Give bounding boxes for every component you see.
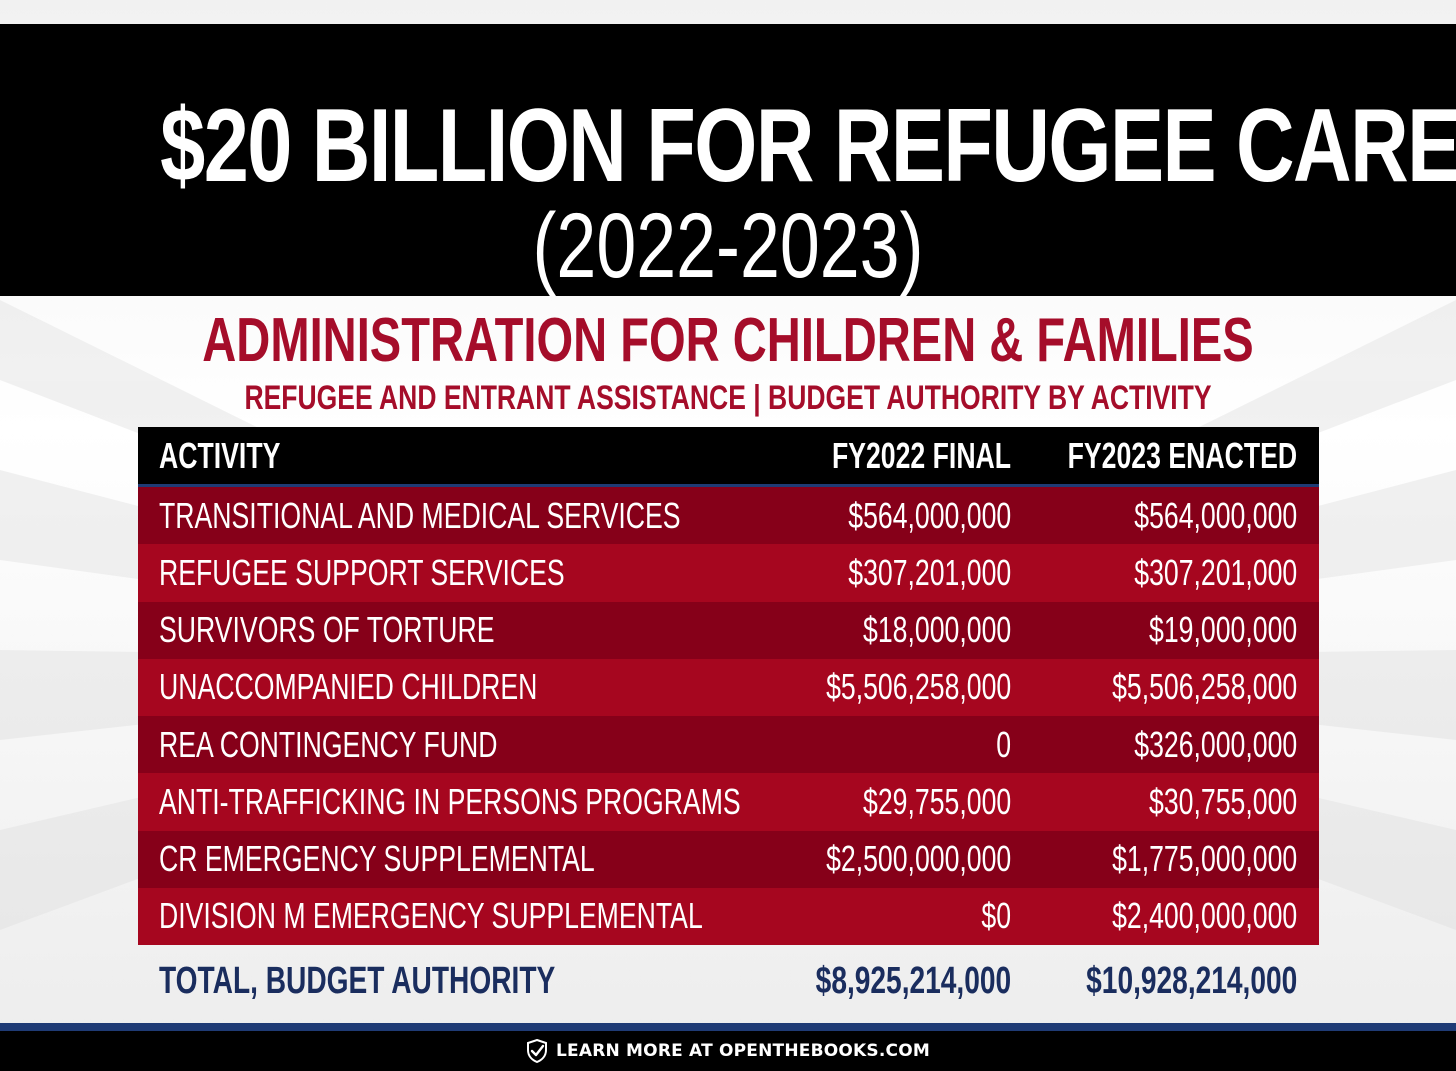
fy2022-cell: $0 (981, 895, 1011, 937)
table-row: REFUGEE SUPPORT SERVICES $307,201,000 $3… (138, 544, 1319, 602)
fy2022-cell: 0 (996, 723, 1011, 765)
fy2023-cell: $564,000,000 (1134, 494, 1297, 536)
total-fy2023: $10,928,214,000 (1085, 959, 1297, 1002)
table-row: UNACCOMPANIED CHILDREN $5,506,258,000 $5… (138, 658, 1319, 716)
activity-cell: UNACCOMPANIED CHILDREN (159, 666, 538, 708)
total-label: TOTAL, BUDGET AUTHORITY (159, 959, 556, 1002)
fy2023-cell: $326,000,000 (1134, 723, 1297, 765)
footer-bar: LEARN MORE AT OPENTHEBOOKS.COM (0, 1031, 1456, 1071)
column-header-fy2022: FY2022 FINAL (831, 434, 1011, 476)
page-title: $20 BILLION FOR REFUGEE CARE (160, 88, 1456, 204)
footer-accent-line (0, 1023, 1456, 1031)
agency-heading: ADMINISTRATION FOR CHILDREN & FAMILIES (202, 306, 1254, 375)
activity-cell: REA CONTINGENCY FUND (159, 723, 498, 765)
fy2023-cell: $19,000,000 (1148, 609, 1297, 651)
fy2022-cell: $564,000,000 (848, 494, 1011, 536)
table-total-row: TOTAL, BUDGET AUTHORITY $8,925,214,000 $… (138, 945, 1319, 1017)
fy2023-cell: $307,201,000 (1134, 551, 1297, 593)
fy2022-cell: $307,201,000 (848, 551, 1011, 593)
fy2022-cell: $2,500,000,000 (825, 838, 1011, 880)
table-row: REA CONTINGENCY FUND 0 $326,000,000 (138, 716, 1319, 774)
shield-check-icon (526, 1038, 548, 1064)
table-row: DIVISION M EMERGENCY SUPPLEMENTAL $0 $2,… (138, 887, 1319, 945)
total-fy2022: $8,925,214,000 (815, 959, 1011, 1002)
activity-cell: REFUGEE SUPPORT SERVICES (159, 551, 565, 593)
footer-link[interactable]: LEARN MORE AT OPENTHEBOOKS.COM (556, 1041, 930, 1061)
fy2023-cell: $2,400,000,000 (1111, 895, 1297, 937)
title-banner: $20 BILLION FOR REFUGEE CARE (2022-2023) (0, 24, 1456, 296)
table-row: ANTI-TRAFFICKING IN PERSONS PROGRAMS $29… (138, 773, 1319, 831)
activity-cell: SURVIVORS OF TORTURE (159, 609, 495, 651)
fy2023-cell: $5,506,258,000 (1111, 666, 1297, 708)
fy2023-cell: $30,755,000 (1148, 780, 1297, 822)
fy2022-cell: $18,000,000 (862, 609, 1011, 651)
fy2023-cell: $1,775,000,000 (1111, 838, 1297, 880)
activity-cell: ANTI-TRAFFICKING IN PERSONS PROGRAMS (159, 780, 741, 822)
activity-cell: CR EMERGENCY SUPPLEMENTAL (159, 838, 595, 880)
fy2022-cell: $5,506,258,000 (825, 666, 1011, 708)
page-title-years: (2022-2023) (532, 195, 924, 297)
agency-subheading: REFUGEE AND ENTRANT ASSISTANCE | BUDGET … (244, 379, 1212, 417)
table-row: TRANSITIONAL AND MEDICAL SERVICES $564,0… (138, 487, 1319, 545)
budget-table: ACTIVITY FY2022 FINAL FY2023 ENACTED TRA… (138, 427, 1319, 1017)
table-row: CR EMERGENCY SUPPLEMENTAL $2,500,000,000… (138, 830, 1319, 888)
fy2022-cell: $29,755,000 (862, 780, 1011, 822)
column-header-fy2023: FY2023 ENACTED (1067, 434, 1297, 476)
table-row: SURVIVORS OF TORTURE $18,000,000 $19,000… (138, 601, 1319, 659)
activity-cell: DIVISION M EMERGENCY SUPPLEMENTAL (159, 895, 703, 937)
table-header: ACTIVITY FY2022 FINAL FY2023 ENACTED (138, 427, 1319, 487)
activity-cell: TRANSITIONAL AND MEDICAL SERVICES (159, 494, 681, 536)
column-header-activity: ACTIVITY (159, 434, 281, 476)
